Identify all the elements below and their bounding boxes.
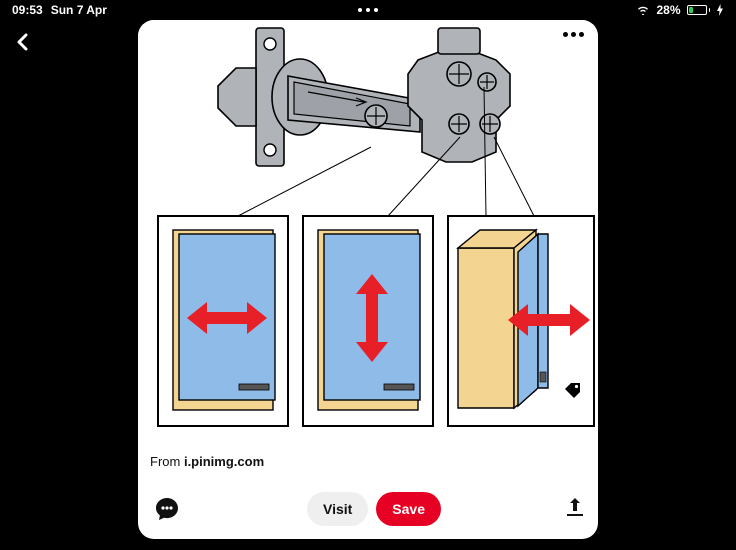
visit-button[interactable]: Visit <box>307 492 368 526</box>
status-left: 09:53 Sun 7 Apr <box>12 3 107 17</box>
action-bar: Visit Save <box>138 479 598 539</box>
back-button[interactable] <box>14 27 32 58</box>
button-group: Visit Save <box>307 492 441 526</box>
comment-button[interactable] <box>150 492 184 526</box>
status-time: 09:53 <box>12 3 43 17</box>
wifi-icon <box>636 5 650 15</box>
more-button[interactable] <box>563 32 584 37</box>
battery-icon <box>687 5 711 15</box>
tag-icon[interactable] <box>562 380 584 402</box>
hinge-diagram <box>138 20 598 446</box>
status-bar: 09:53 Sun 7 Apr 28% <box>0 0 736 20</box>
pin-card: From i.pinimg.com Visit Save <box>138 20 598 539</box>
status-center-dots <box>358 8 378 12</box>
source-line: From i.pinimg.com <box>138 446 598 479</box>
panel-center <box>303 216 433 426</box>
source-prefix: From <box>150 454 184 469</box>
charging-icon <box>716 4 724 16</box>
share-button[interactable] <box>564 496 586 523</box>
source-domain: i.pinimg.com <box>184 454 264 469</box>
save-button[interactable]: Save <box>376 492 441 526</box>
panel-left <box>158 216 288 426</box>
status-date: Sun 7 Apr <box>51 3 107 17</box>
hinge-assembly <box>218 28 510 166</box>
status-right: 28% <box>636 3 724 17</box>
battery-percent: 28% <box>656 3 680 17</box>
